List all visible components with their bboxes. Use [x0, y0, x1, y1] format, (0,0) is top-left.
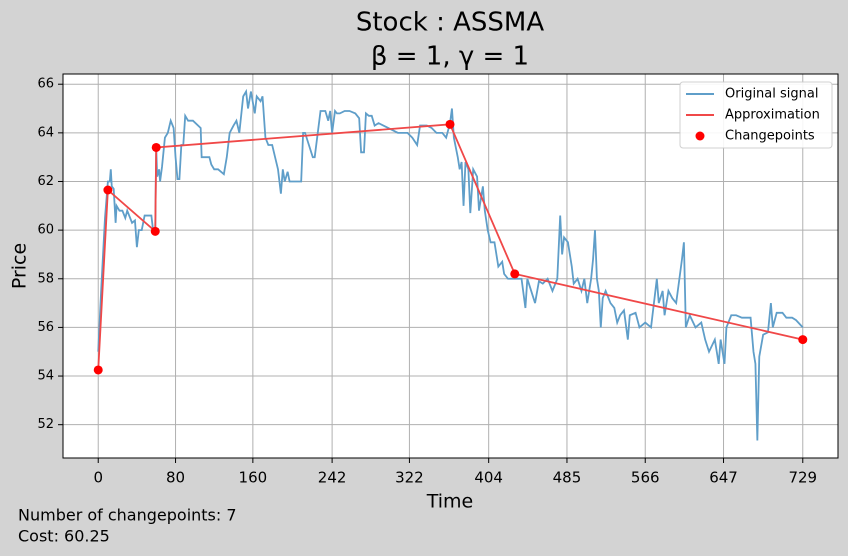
changepoint [510, 269, 520, 279]
x-axis-label: Time [426, 491, 474, 513]
annotation: Cost: 60.25 [18, 527, 110, 546]
plot-frame [62, 73, 839, 459]
y-tick-label: 64 [37, 125, 54, 140]
x-tick-label: 322 [395, 469, 424, 487]
legend-box [679, 81, 833, 149]
legend-label: Approximation [725, 108, 820, 123]
x-tick-label: 566 [631, 469, 660, 487]
y-tick-label: 58 [37, 271, 54, 286]
chart-title: Stock : ASSMA [356, 8, 544, 38]
y-tick-label: 54 [37, 369, 54, 384]
chart-subtitle: β = 1, γ = 1 [371, 42, 529, 72]
legend-label: Changepoints [725, 129, 815, 144]
y-tick-label: 60 [37, 223, 54, 238]
y-tick-label: 66 [37, 77, 54, 92]
x-tick-label: 647 [709, 469, 738, 487]
changepoint [798, 335, 808, 345]
changepoint [445, 119, 455, 129]
changepoint [151, 142, 161, 152]
changepoint [150, 226, 160, 236]
annotation: Number of changepoints: 7 [18, 506, 237, 525]
x-tick-label: 160 [239, 469, 268, 487]
x-tick-label: 242 [318, 469, 347, 487]
x-tick-label: 80 [166, 469, 185, 487]
y-axis-label: Price [9, 243, 31, 289]
x-tick-label: 485 [553, 469, 582, 487]
legend-label: Original signal [725, 87, 818, 102]
y-tick-label: 62 [37, 174, 54, 189]
y-tick-label: 56 [37, 320, 54, 335]
x-tick-label: 729 [788, 469, 817, 487]
changepoint [103, 185, 113, 195]
y-tick-label: 52 [37, 417, 54, 432]
changepoint [93, 365, 103, 375]
x-tick-label: 404 [474, 469, 503, 487]
legend-swatch [695, 131, 705, 141]
x-tick-label: 0 [93, 469, 103, 487]
